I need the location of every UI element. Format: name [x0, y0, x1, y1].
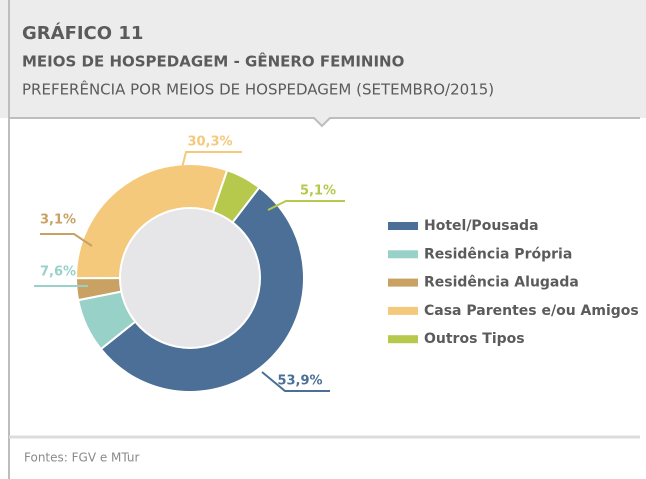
legend-swatch — [388, 306, 418, 315]
leader-line — [40, 233, 93, 247]
chart-title: MEIOS DE HOSPEDAGEM - GÊNERO FEMININO — [22, 52, 404, 71]
legend-swatch — [388, 250, 418, 259]
leader-line — [261, 371, 330, 392]
data-label: 30,3% — [187, 135, 232, 150]
leader-line — [179, 151, 242, 177]
source: Fontes: FGV e MTur — [24, 451, 140, 465]
legend-label: Outros Tipos — [424, 331, 525, 347]
legend-swatch — [388, 335, 418, 344]
chart-number: GRÁFICO 11 — [22, 22, 143, 44]
legend-label: Residência Própria — [424, 246, 572, 262]
header-bg — [0, 0, 646, 126]
legend-swatch — [388, 278, 418, 287]
data-label: 7,6% — [40, 265, 76, 280]
data-label: 53,9% — [277, 374, 322, 389]
legend-label: Hotel/Pousada — [424, 218, 539, 234]
data-label: 5,1% — [300, 184, 336, 199]
data-label: 3,1% — [40, 213, 76, 228]
chart-subtitle: PREFERÊNCIA POR MEIOS DE HOSPEDAGEM (SET… — [22, 80, 494, 99]
header-rule — [9, 117, 640, 128]
donut-hole — [119, 207, 261, 349]
legend-label: Residência Alugada — [424, 275, 579, 291]
leader-line — [267, 200, 345, 211]
legend-swatch — [388, 222, 418, 230]
legend-label: Casa Parentes e/ou Amigos — [424, 303, 639, 319]
